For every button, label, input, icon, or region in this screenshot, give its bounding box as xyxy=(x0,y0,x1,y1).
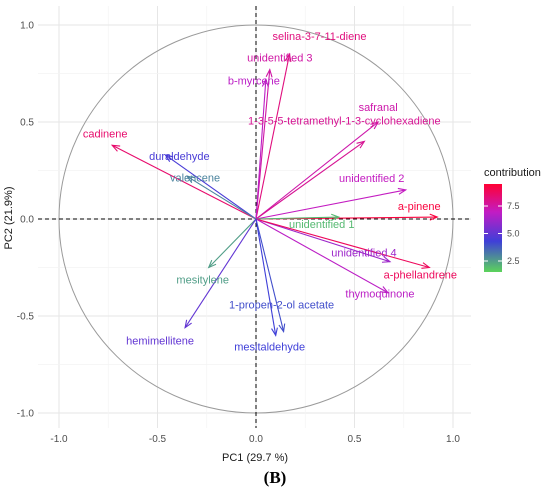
variable-arrows xyxy=(110,52,439,337)
arrow-head xyxy=(429,213,439,221)
arrow-head xyxy=(356,140,366,149)
variable-label: a-pinene xyxy=(398,201,441,213)
variable-label: mesitaldehyde xyxy=(234,341,305,353)
arrow-head xyxy=(265,68,273,78)
x-axis-title: PC1 (29.7 %) xyxy=(222,452,288,464)
variable-label: b-myrcene xyxy=(228,75,280,87)
variable-arrow xyxy=(111,144,257,220)
arrow-head xyxy=(397,187,408,195)
legend-tick-label: 2.5 xyxy=(507,256,520,266)
variable-label: selina-3-7-11-diene xyxy=(273,31,367,43)
y-tick-label: 0.0 xyxy=(20,215,34,226)
variable-arrow xyxy=(255,218,277,336)
variable-arrow xyxy=(186,175,257,220)
variable-label: thymoquinone xyxy=(345,289,414,301)
arrow-head xyxy=(370,121,380,130)
arrow-head xyxy=(421,262,431,269)
variable-arrow xyxy=(255,218,391,263)
arrow-head xyxy=(331,213,341,221)
variable-label: 1-3-5-5-tetramethyl-1-3-cyclohexadiene xyxy=(248,115,441,127)
x-tick-label: -1.0 xyxy=(50,434,68,445)
variable-label: unidentified 2 xyxy=(339,173,404,185)
pca-correlation-circle-chart: selina-3-7-11-diene unidentified 3 b-myrce… xyxy=(3,6,541,464)
arrow-head xyxy=(271,327,278,337)
variable-arrow xyxy=(255,53,291,220)
variable-label: unidentified 1 xyxy=(289,219,354,231)
y-tick-label: -0.5 xyxy=(17,312,35,323)
legend-tick-label: 5.0 xyxy=(507,229,520,239)
arrow-head xyxy=(379,286,390,294)
x-tick-label: 0.5 xyxy=(348,434,362,445)
arrow-head xyxy=(261,77,269,88)
variable-arrow xyxy=(255,218,285,332)
variable-arrow xyxy=(255,218,389,294)
variable-arrow xyxy=(255,189,406,220)
y-tick-label: -1.0 xyxy=(17,409,35,420)
legend-title: contribution xyxy=(484,167,541,179)
legend-tick-label: 7.5 xyxy=(507,201,520,211)
y-axis-title: PC2 (21.9%) xyxy=(3,187,15,250)
arrow-head xyxy=(110,144,121,152)
variable-labels: selina-3-7-11-diene unidentified 3 b-myrce… xyxy=(83,31,457,353)
arrow-head xyxy=(184,319,192,329)
x-tick-label: 0.0 xyxy=(249,434,263,445)
y-tick-label: 0.5 xyxy=(20,118,34,129)
arrow-head xyxy=(381,256,392,263)
variable-label: mesitylene xyxy=(176,275,229,287)
variable-arrow xyxy=(255,79,267,220)
arrow-head xyxy=(207,259,217,269)
variable-arrow xyxy=(208,218,257,268)
arrow-head xyxy=(284,52,292,63)
variable-label: hemimellitene xyxy=(126,336,194,348)
legend-ticks: 2.5 5.0 7.5 xyxy=(484,201,520,266)
variable-arrow xyxy=(255,218,430,269)
variable-label: unidentified 4 xyxy=(331,248,396,260)
variable-label: unidentified 3 xyxy=(247,53,312,65)
x-tick-label: 1.0 xyxy=(446,434,460,445)
arrow-head xyxy=(164,154,174,162)
variable-arrow xyxy=(165,154,257,220)
x-tick-label: -0.5 xyxy=(149,434,167,445)
arrow-head xyxy=(185,175,196,184)
variable-label: safranal xyxy=(359,102,398,114)
variable-label: valencene xyxy=(170,172,220,184)
variable-label: 1-propen-2-ol acetate xyxy=(229,300,334,312)
legend-colorbar xyxy=(484,184,502,272)
axis-ticks: -1.0 -0.5 0.0 0.5 1.0 -1.0 -0.5 0.0 0.5 1.0 xyxy=(17,21,461,446)
contribution-legend: contribution 2.5 5.0 7.5 xyxy=(484,167,541,272)
variable-label: cadinene xyxy=(83,128,128,140)
variable-arrow xyxy=(255,140,365,220)
variable-arrow xyxy=(184,218,257,328)
variable-arrow xyxy=(255,121,379,220)
panel-label: (B) xyxy=(263,468,287,487)
arrow-head xyxy=(278,323,286,333)
variable-label: duraldehyde xyxy=(149,151,210,163)
variable-label: a-phellandrene xyxy=(384,270,457,282)
y-tick-label: 1.0 xyxy=(20,21,34,32)
variable-arrow xyxy=(255,216,339,220)
